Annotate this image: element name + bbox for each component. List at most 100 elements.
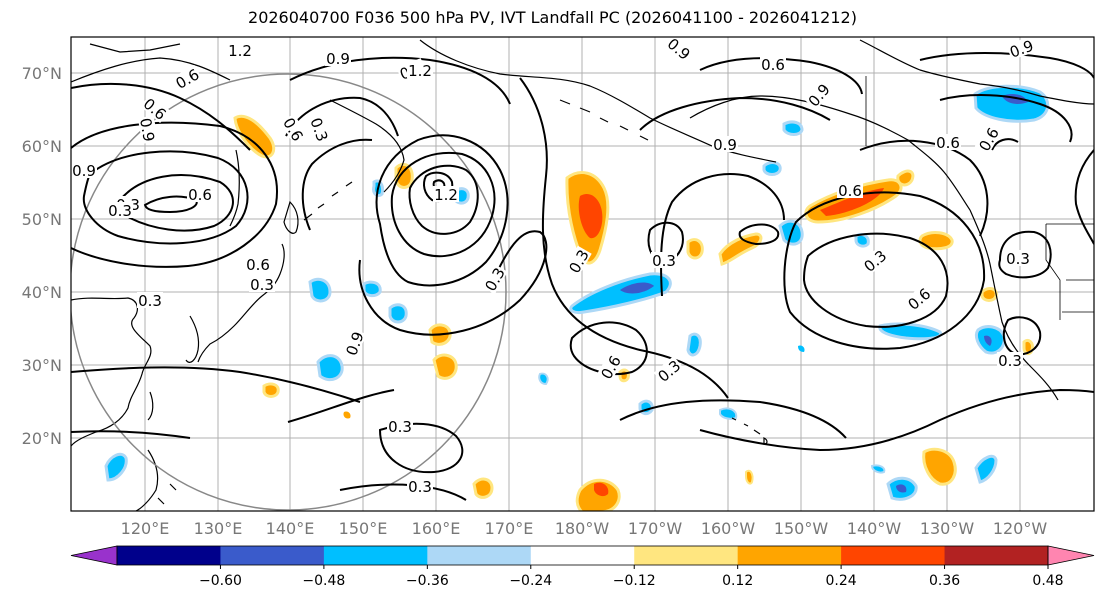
colorbar-extend-low [70, 545, 118, 566]
colorbar-tick-label: 0.12 [722, 573, 753, 589]
lon-tick: 160°E [412, 519, 461, 538]
contour-label-group: 0.3 [249, 276, 275, 294]
contour-label-bg [307, 114, 332, 145]
colorbar-tick-label: −0.48 [302, 573, 345, 589]
colorbar-segment [737, 546, 842, 565]
contour-label: 1.2 [228, 42, 252, 60]
contour-label-group: 0.6 [837, 182, 863, 200]
contour-label-bg [433, 186, 459, 202]
contour-label-bg [1005, 250, 1031, 266]
contour-label-bg [137, 292, 163, 308]
contour-label-group: 0.9 [325, 50, 351, 68]
lon-tick: 140°E [266, 519, 315, 538]
contour-label-bg [342, 328, 367, 359]
colorbar-segment [220, 546, 325, 565]
contour-label-bg [935, 134, 961, 150]
lon-tick: 120°W [993, 519, 1048, 538]
contour-label: 0.9 [136, 117, 158, 144]
contour-label-bg [227, 42, 253, 58]
contour-label-group: 0.3 [651, 252, 677, 270]
contour-label: 0.3 [250, 276, 274, 294]
contour-label-group: 0.3 [1005, 250, 1031, 268]
colorbar-tick-label: −0.60 [199, 573, 242, 589]
contour-label-group: 0.9 [71, 162, 97, 180]
contour-label-bg [859, 245, 890, 275]
colorbar-segment [427, 546, 532, 565]
positive-anomaly-patches [233, 114, 1034, 511]
contour-label-bg [837, 182, 863, 198]
lon-tick: 150°E [339, 519, 388, 538]
contour-label-bg [71, 162, 97, 178]
contour-label: 0.6 [838, 182, 862, 200]
borders [865, 76, 1094, 320]
contour-label: 0.3 [138, 292, 162, 310]
contour-label-bg [245, 256, 271, 272]
contour-label-bg [803, 79, 833, 110]
latitude-ticks: 70°N 60°N 50°N 40°N 30°N 20°N [22, 64, 62, 448]
contour-label-bg [997, 352, 1023, 368]
contour-label-group: 0.3 [137, 292, 163, 310]
contour-label: 1.2 [408, 62, 432, 80]
contour-label-group: 0.3 [107, 202, 133, 220]
lon-tick: 150°W [774, 519, 829, 538]
lon-tick: 130°W [920, 519, 975, 538]
lon-tick: 160°W [701, 519, 756, 538]
contour-label: 0.3 [1006, 250, 1030, 268]
colorbar-segment [841, 546, 946, 565]
contour-label-group: 0.9 [136, 115, 159, 144]
contour-label-bg [564, 245, 592, 277]
contour-label-group: 1.2 [227, 42, 253, 60]
contour-label-bg [974, 123, 1002, 155]
contour-label-bg [480, 263, 508, 295]
colorbar: −0.60 −0.48 −0.36 −0.24 −0.12 0.12 0.24 0.36 0.4… [70, 545, 1095, 589]
radius-circle [71, 73, 507, 511]
contour-label-bg [137, 115, 159, 144]
colorbar-segment [323, 546, 428, 565]
colorbar-tick-label: 0.48 [1032, 573, 1063, 589]
contour-label-bg [407, 478, 433, 494]
contour-label-bg [107, 202, 133, 218]
contour-label: 0.3 [652, 252, 676, 270]
contour-label: 0.3 [388, 418, 412, 436]
contour-label-bg [664, 37, 695, 63]
colorbar-tick-label: 0.36 [929, 573, 960, 589]
contour-label-bg [651, 252, 677, 268]
colorbar-segment [530, 546, 635, 565]
contour-label: 0.3 [108, 202, 132, 220]
contour-label-bg [325, 50, 351, 66]
colorbar-segment [944, 546, 1049, 565]
contour-label-group: 0.3 [407, 478, 433, 496]
lat-tick: 50°N [22, 210, 62, 229]
contour-label-group: 0.6 [187, 186, 213, 204]
lon-tick: 130°E [194, 519, 243, 538]
contour-label-group: 0.9 [712, 136, 738, 154]
contour-label-group: 0.6 [760, 56, 786, 74]
contour-label-bg [712, 136, 738, 152]
contour-label: 0.9 [326, 50, 350, 68]
lon-tick: 120°E [121, 519, 170, 538]
contour-label-bg [596, 351, 624, 383]
contour-label: 0.6 [761, 56, 785, 74]
colorbar-outline [116, 545, 1049, 566]
contour-label: 0.9 [72, 162, 96, 180]
contour-label-bg [140, 93, 171, 123]
contour-label-group: 1.2 [433, 186, 459, 204]
contour-label-group: 0.3 [306, 114, 332, 145]
contour-label: 0.6 [188, 186, 212, 204]
contour-label-bg [387, 418, 413, 434]
colorbar-segment [634, 546, 739, 565]
contour-label: 1.2 [434, 186, 458, 204]
lat-tick: 30°N [22, 356, 62, 375]
contour-label-bg [171, 64, 203, 92]
contour-label-bg [1006, 37, 1037, 61]
lon-tick: 170°W [628, 519, 683, 538]
colorbar-segment [117, 546, 221, 565]
contour-label-bg [280, 113, 308, 145]
contour-label-group: 0.3 [997, 352, 1023, 370]
lat-tick: 70°N [22, 64, 62, 83]
lat-tick: 20°N [22, 429, 62, 448]
colorbar-extend-high [1047, 545, 1095, 566]
lon-tick: 170°E [485, 519, 534, 538]
contour-label-group: 0.6 [935, 134, 961, 152]
